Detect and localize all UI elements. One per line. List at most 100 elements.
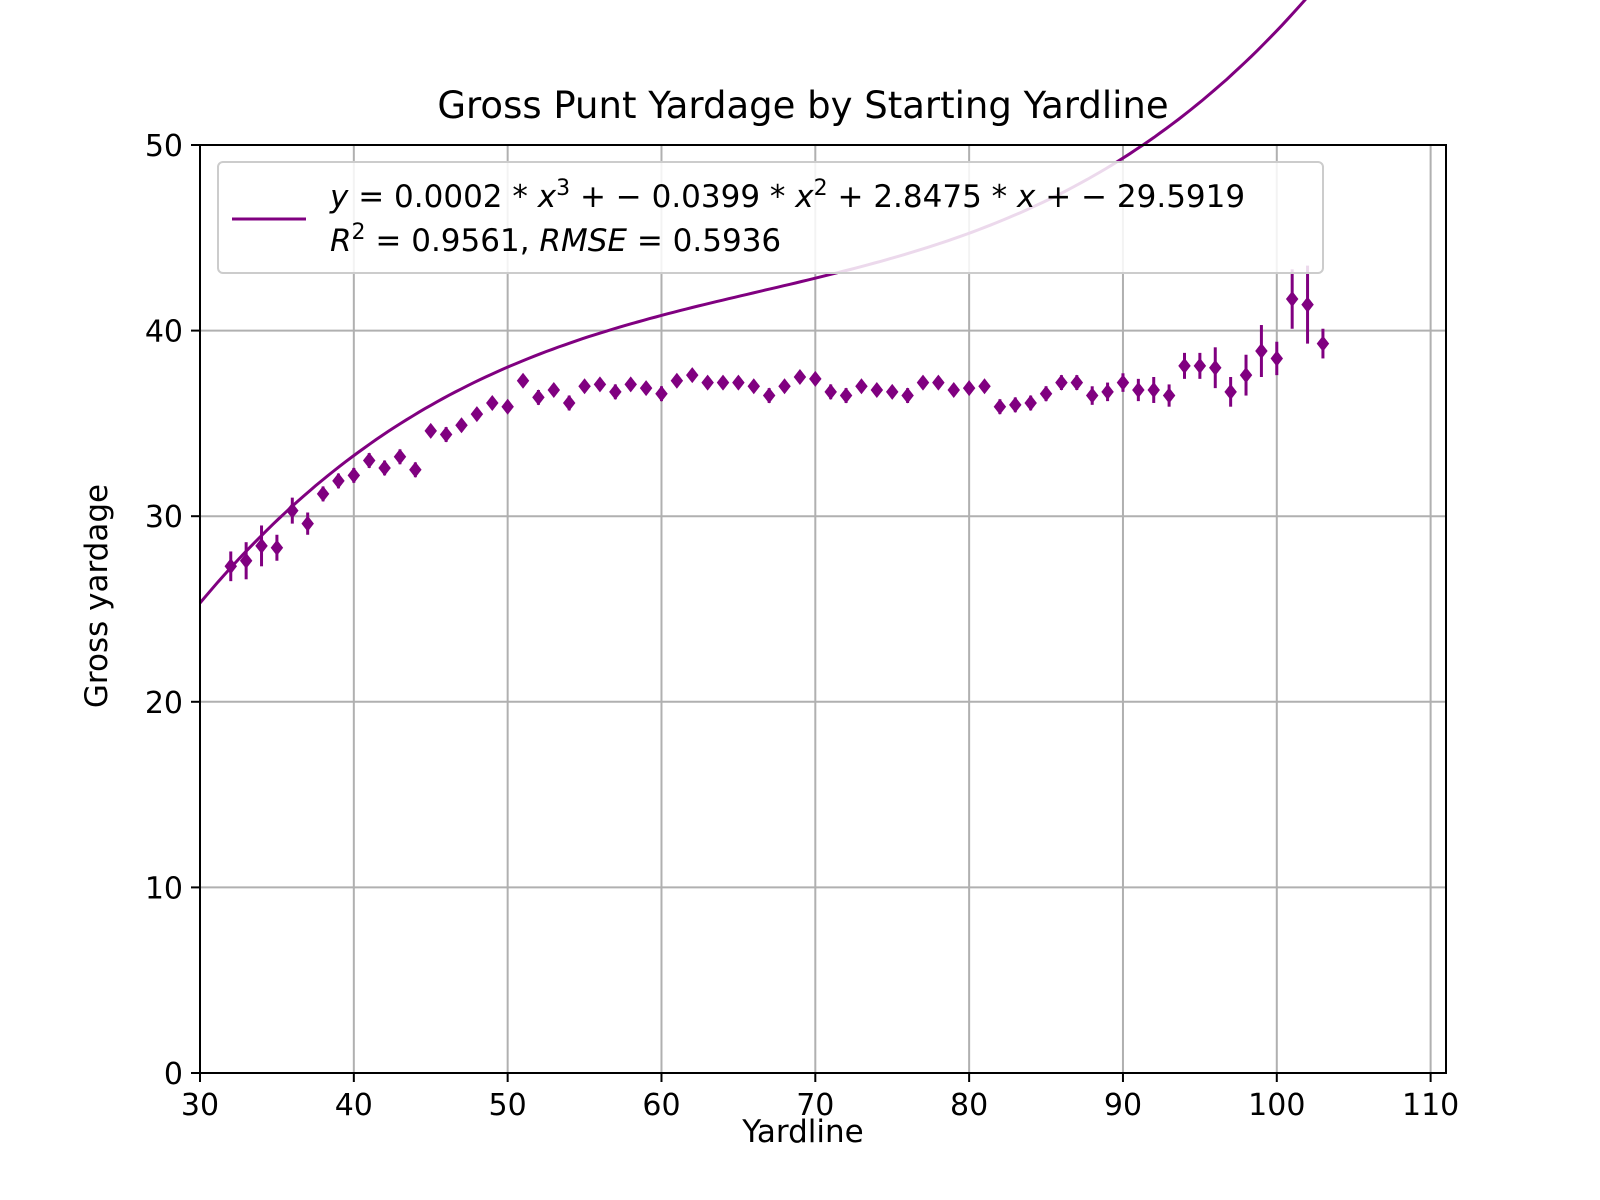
data-point [332,472,345,489]
fit-layer [198,0,1307,604]
data-point [962,380,976,397]
data-point [1147,381,1160,398]
data-point [1209,359,1222,376]
data-point [1055,374,1068,391]
data-point [624,376,637,393]
data-point [378,459,391,476]
x-tick-label: 30 [181,1088,219,1123]
data-point [1224,383,1237,400]
data-point [409,461,422,478]
x-tick-label: 100 [1248,1088,1305,1123]
data-point [439,426,453,443]
data-point [532,389,545,406]
data-point [547,381,561,398]
data-point [578,378,591,395]
data-point [362,452,376,469]
x-tick-label: 90 [1104,1088,1142,1123]
x-tick-label: 40 [335,1088,373,1123]
data-point [609,383,622,400]
legend-box [217,161,1324,274]
data-point [347,467,361,484]
data-point [916,374,930,391]
data-point [701,374,714,391]
x-tick-label: 80 [950,1088,988,1123]
data-point [239,552,253,569]
x-tick-label: 60 [642,1088,680,1123]
data-point [870,381,884,398]
y-tick-label: 10 [145,871,183,906]
data-point [470,406,484,423]
y-tick-label: 0 [164,1057,183,1092]
data-point [286,502,299,519]
data-point [716,374,730,391]
legend-equation: y = 0.0002 * x3 + − 0.0399 * x2 + 2.8475… [329,176,1245,215]
data-point [1193,357,1207,374]
x-tick-label: 110 [1402,1088,1459,1123]
data-point [1085,387,1099,404]
data-point [424,422,437,439]
data-point [993,398,1007,415]
y-tick-label: 30 [145,500,183,535]
data-point [639,380,653,397]
data-point [1270,350,1284,367]
data-point [1301,296,1314,313]
data-point [1239,367,1253,384]
fit-curve [198,0,1307,604]
data-point [316,485,330,502]
x-tick-label: 50 [489,1088,527,1123]
data-point [732,374,745,391]
data-point [393,448,407,465]
data-point [978,378,991,395]
data-point [1009,396,1022,413]
x-axis-label: Yardline [741,1114,864,1150]
data-point [1162,387,1176,404]
data-point [301,515,314,532]
data-point [793,369,807,385]
data-point [855,378,868,395]
data-point [839,387,853,404]
data-point [809,370,822,387]
data-point [1255,343,1268,360]
points-layer [224,265,1330,582]
chart-title: Gross Punt Yardage by Starting Yardline [437,84,1168,127]
data-point [932,374,945,391]
legend: y = 0.0002 * x3 + − 0.0399 * x2 + 2.8475… [217,161,1324,274]
y-axis-label: Gross yardage [79,484,115,708]
data-point [885,383,899,400]
data-point [947,381,960,398]
data-point [1116,374,1130,391]
data-point [501,398,514,415]
ticks: 30 40 50 60 70 80 90 100 110 0 10 20 30 40 50 [145,129,1459,1123]
data-point [1132,381,1145,398]
data-point [778,378,791,395]
y-tick-label: 40 [145,315,183,350]
data-point [1316,335,1330,352]
data-point [901,387,914,404]
data-point [1101,383,1114,400]
x-tick-label: 70 [796,1088,834,1123]
data-point [1039,385,1053,402]
data-point [562,394,576,411]
data-point [516,372,530,389]
data-point [1070,374,1084,391]
data-point [670,372,684,389]
y-tick-label: 50 [145,129,183,164]
data-point [270,539,284,556]
data-point [455,417,468,434]
data-point [1285,291,1299,308]
data-point [1178,357,1191,374]
plot-frame [199,144,1447,1074]
data-point [1024,394,1037,411]
data-point [686,367,699,384]
legend-stats: R2 = 0.9561, RMSE = 0.5936 [330,220,781,259]
data-point [824,383,837,400]
data-point [593,376,607,393]
data-point [747,378,761,395]
data-point [255,537,268,554]
data-point [486,394,499,411]
data-point [224,558,238,575]
y-tick-label: 20 [145,686,183,721]
data-point [762,387,776,404]
data-point [655,385,668,402]
